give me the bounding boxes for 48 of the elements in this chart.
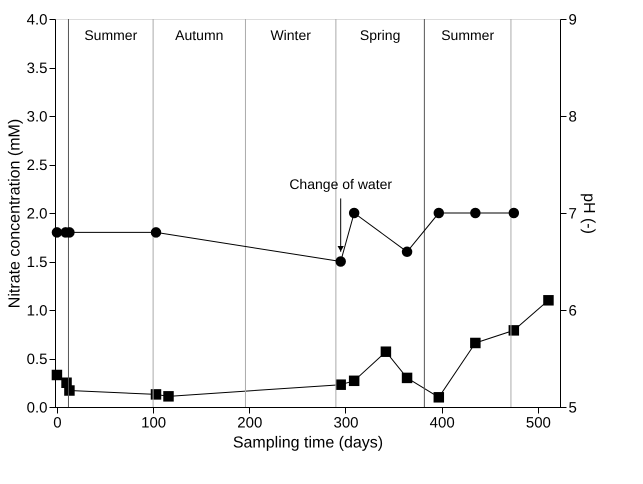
x-axis-title: Sampling time (days) <box>232 434 384 452</box>
ref-line-label: Summer <box>84 27 138 43</box>
ref-line-label: Autumn <box>175 27 224 43</box>
point <box>52 227 62 238</box>
y2-tick-label: 9 <box>568 12 577 28</box>
y2-axis-title: pH (-) <box>580 193 597 234</box>
point <box>434 392 444 403</box>
y-tick-label: 2.0 <box>26 206 48 222</box>
y-tick-label: 3.0 <box>26 108 48 126</box>
x-tick-label: 500 <box>526 414 551 432</box>
point <box>335 379 346 390</box>
x-tick-label: 200 <box>237 414 262 432</box>
point <box>543 295 554 306</box>
point <box>470 338 481 348</box>
x-tick-label: 400 <box>430 414 455 432</box>
ref-line-label: Summer <box>441 27 494 43</box>
y-tick-label: 0.0 <box>26 400 48 416</box>
point <box>150 227 162 238</box>
ref-line-label: Winter <box>270 27 312 43</box>
point <box>434 208 444 218</box>
point <box>335 256 346 267</box>
point <box>508 208 520 218</box>
y-tick-label: 1.0 <box>26 302 48 320</box>
y-tick-label: 3.5 <box>26 60 48 77</box>
y-tick-label: 2.5 <box>26 157 48 174</box>
point <box>402 372 412 384</box>
y-tick-label: 0.5 <box>26 351 48 368</box>
ref-line-label: Spring <box>360 27 400 43</box>
point <box>163 391 174 402</box>
x-tick-label: 300 <box>333 414 359 432</box>
point <box>380 346 392 357</box>
y-tick-label: 4.0 <box>26 12 48 28</box>
point <box>470 208 481 218</box>
annotation: Change of water <box>289 176 392 192</box>
point <box>402 246 412 258</box>
y-axis-title: Nitrate concentration (mM) <box>6 118 24 308</box>
point <box>348 208 360 218</box>
x-tick-label: 100 <box>141 414 166 432</box>
y2-tick-label: 8 <box>568 108 577 126</box>
point <box>64 385 75 396</box>
y2-tick-label: 7 <box>568 206 577 222</box>
y2-tick-label: 6 <box>568 302 577 320</box>
y-tick-label: 1.5 <box>26 254 48 271</box>
point <box>348 376 360 386</box>
y2-tick-label: 5 <box>568 400 577 416</box>
point <box>52 370 62 380</box>
x-tick-label: 0 <box>53 414 62 432</box>
point <box>508 325 520 336</box>
